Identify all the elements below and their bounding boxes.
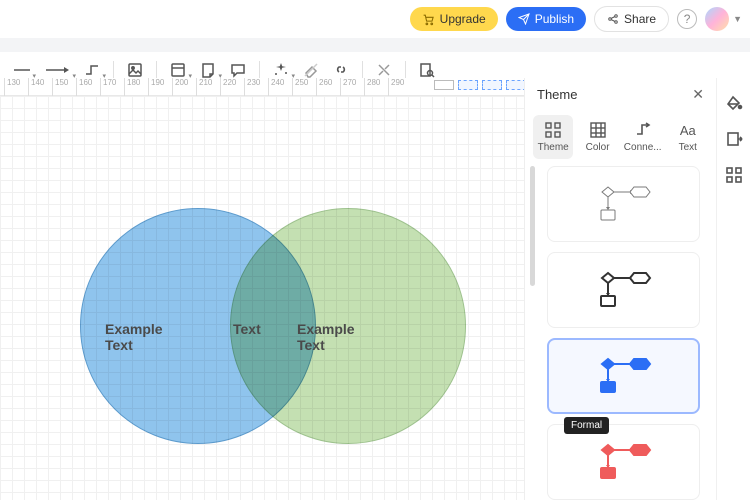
close-icon[interactable]: ✕ bbox=[692, 86, 704, 103]
upgrade-button[interactable]: Upgrade bbox=[410, 7, 498, 31]
toolbar-row: ▾ ▾ ▾ ▾ ▾ ▾ bbox=[0, 38, 750, 78]
tab-theme[interactable]: Theme bbox=[533, 115, 573, 159]
header-controls: Upgrade Publish Share ? ▼ bbox=[410, 6, 742, 32]
ruler-horizontal: 130 140 150 160 170 180 190 200 210 220 230 240 250 2… bbox=[0, 78, 524, 96]
ruler-tick: 200 bbox=[172, 78, 188, 96]
avatar-caret-icon[interactable]: ▼ bbox=[733, 14, 742, 24]
theme-card-tooltip: Formal bbox=[564, 417, 609, 434]
venn-right-label[interactable]: Example Text bbox=[297, 321, 355, 353]
publish-label: Publish bbox=[535, 12, 574, 26]
ruler-tick: 230 bbox=[244, 78, 260, 96]
ruler-tick: 180 bbox=[124, 78, 140, 96]
ruler-tick: 260 bbox=[316, 78, 332, 96]
tab-label: Conne... bbox=[624, 142, 662, 153]
ruler-tick: 270 bbox=[340, 78, 356, 96]
tab-connector[interactable]: Conne... bbox=[622, 115, 664, 159]
ruler-tick: 150 bbox=[52, 78, 68, 96]
export-tool-button[interactable] bbox=[723, 128, 745, 150]
send-icon bbox=[518, 13, 530, 25]
ruler-tick: 250 bbox=[292, 78, 308, 96]
theme-tab-icon bbox=[544, 121, 562, 139]
share-button[interactable]: Share bbox=[594, 6, 669, 32]
canvas-grid[interactable]: Example Text Text Example Text bbox=[0, 96, 524, 500]
tab-label: Text bbox=[679, 142, 697, 153]
ruler-tick: 290 bbox=[388, 78, 404, 96]
ruler-tick: 170 bbox=[100, 78, 116, 96]
theme-card-list: Formal bbox=[541, 158, 706, 500]
tab-label: Color bbox=[586, 142, 610, 153]
ruler-tick: 140 bbox=[28, 78, 44, 96]
venn-left-label[interactable]: Example Text bbox=[105, 321, 163, 353]
ruler-tick: 130 bbox=[4, 78, 20, 96]
theme-panel-title: Theme bbox=[537, 87, 577, 102]
share-icon bbox=[607, 13, 619, 25]
venn-center-label[interactable]: Text bbox=[233, 321, 261, 337]
text-tab-icon: Aa bbox=[680, 121, 696, 139]
theme-card-red[interactable]: Formal bbox=[547, 424, 700, 500]
ruler-tick: 190 bbox=[148, 78, 164, 96]
theme-panel: Theme ✕ Theme Color Conne... Aa Text Formal bbox=[524, 78, 716, 500]
publish-button[interactable]: Publish bbox=[506, 7, 586, 31]
scrollbar[interactable] bbox=[530, 166, 535, 286]
theme-card-basic-thin[interactable] bbox=[547, 166, 700, 242]
ruler-tick: 220 bbox=[220, 78, 236, 96]
selection-handles bbox=[434, 78, 524, 92]
theme-panel-header: Theme ✕ bbox=[525, 78, 716, 111]
fill-tool-button[interactable] bbox=[723, 92, 745, 114]
apps-tool-button[interactable] bbox=[723, 164, 745, 186]
theme-card-basic-bold[interactable] bbox=[547, 252, 700, 328]
tab-label: Theme bbox=[538, 142, 569, 153]
ruler-tick: 210 bbox=[196, 78, 212, 96]
ruler-tick: 280 bbox=[364, 78, 380, 96]
help-button[interactable]: ? bbox=[677, 9, 697, 29]
upgrade-label: Upgrade bbox=[440, 12, 486, 26]
tab-color[interactable]: Color bbox=[577, 115, 617, 159]
avatar[interactable] bbox=[705, 7, 729, 31]
color-tab-icon bbox=[589, 121, 607, 139]
connector-tab-icon bbox=[634, 121, 652, 139]
ruler-tick: 240 bbox=[268, 78, 284, 96]
share-label: Share bbox=[624, 12, 656, 26]
right-rail bbox=[716, 78, 750, 500]
ruler-tick: 160 bbox=[76, 78, 92, 96]
theme-card-blue[interactable] bbox=[547, 338, 700, 414]
tab-text[interactable]: Aa Text bbox=[668, 115, 708, 159]
canvas-area[interactable]: 130 140 150 160 170 180 190 200 210 220 230 240 250 2… bbox=[0, 78, 524, 500]
cart-icon bbox=[422, 13, 435, 26]
